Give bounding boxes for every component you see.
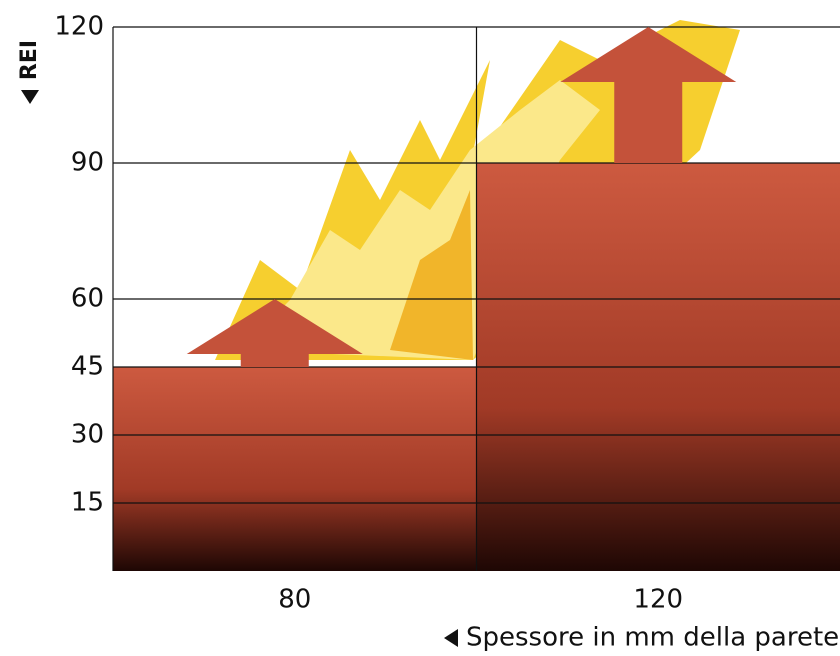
y-tick-label: 30 — [71, 420, 104, 450]
y-tick-label: 120 — [54, 12, 104, 42]
x-tick-label: 120 — [633, 585, 683, 615]
y-tick-label: 15 — [71, 488, 104, 518]
y-axis-marker — [21, 90, 39, 104]
y-tick-label: 90 — [71, 148, 104, 178]
y-axis-label: REI — [17, 40, 42, 80]
arrow — [560, 27, 737, 163]
x-axis-label: Spessore in mm della parete — [466, 623, 839, 653]
y-tick-label: 60 — [71, 284, 104, 314]
arrow — [186, 299, 363, 367]
x-tick-label: 80 — [278, 585, 311, 615]
x-axis-marker — [444, 629, 458, 647]
y-tick-label: 45 — [71, 352, 104, 382]
bar — [113, 367, 477, 571]
